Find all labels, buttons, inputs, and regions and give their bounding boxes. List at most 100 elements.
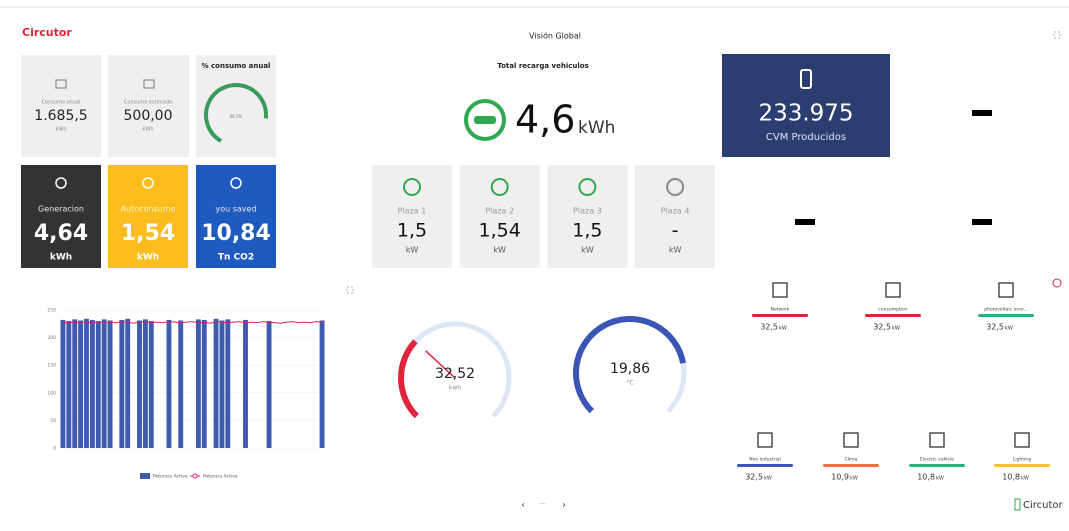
placeholder <box>795 219 815 225</box>
flow-value: 10,8 <box>917 473 935 482</box>
kpi-value: 1,54 <box>121 221 175 246</box>
legend-label: Potencia Activa <box>203 474 238 480</box>
power-chart: 0 50 100 150 200 250 Potencia Activa Potencia A… <box>47 308 325 480</box>
kpi-unit: kWh <box>50 253 72 263</box>
plaza-label: Plaza 4 <box>661 207 690 216</box>
flow-value: 10,8 <box>1002 473 1020 482</box>
legend-swatch <box>140 473 150 479</box>
bar <box>95 321 101 448</box>
flow-bar <box>978 314 1034 317</box>
production-value: 233.975 <box>758 101 853 127</box>
ring-title: % consumo anual <box>202 62 271 70</box>
tile <box>108 55 189 157</box>
y-tick-label: 100 <box>47 390 56 396</box>
bar <box>201 319 207 448</box>
plaza-label: Plaza 1 <box>398 207 427 216</box>
flow-bar <box>737 464 793 467</box>
gauge-arc <box>398 339 419 419</box>
y-tick-label: 50 <box>50 418 56 424</box>
gauge-arc <box>573 316 687 414</box>
flow-unit: kW <box>892 326 900 332</box>
ev-icon <box>490 178 509 196</box>
bar <box>225 319 231 448</box>
ev-icon <box>474 116 496 124</box>
bar <box>142 319 148 448</box>
flow-bar <box>909 464 965 467</box>
tile-label: Consumo anual <box>42 100 81 106</box>
next-page[interactable]: › <box>562 501 566 511</box>
flow-value: 32,5 <box>745 473 763 482</box>
plaza-unit: kW <box>493 246 506 255</box>
placeholder <box>972 110 992 116</box>
expand-icon[interactable] <box>346 286 354 294</box>
kpi-label: Autoconsumo <box>121 205 176 214</box>
pagination-dots[interactable]: ··· <box>540 500 547 508</box>
plaza-value: 1,5 <box>397 220 427 242</box>
bar <box>66 321 72 448</box>
y-tick-label: 200 <box>47 335 56 341</box>
gauge-needle <box>425 350 456 379</box>
flow-value: 10,9 <box>831 473 849 482</box>
gauges: 32,52 kwh 19,86 °C <box>398 316 687 419</box>
flow-label: Network <box>771 307 790 313</box>
flow-icon <box>998 282 1014 298</box>
flow-icon <box>772 282 788 298</box>
bar <box>119 319 125 448</box>
settings-icon[interactable] <box>1052 278 1062 288</box>
flow-icon <box>1014 432 1030 448</box>
kpi-label: Generacion <box>38 205 84 214</box>
placeholder <box>972 219 992 225</box>
bar <box>107 320 113 448</box>
bar <box>243 319 248 448</box>
production-label: CVM Producidos <box>766 132 846 143</box>
plaza-unit: kW <box>406 246 419 255</box>
bar <box>60 319 66 448</box>
bar <box>137 320 142 448</box>
flow-label: Non industrial <box>749 457 780 463</box>
bar <box>213 318 219 448</box>
gauge-unit: kwh <box>449 385 461 392</box>
tile-label: Consumo estimado <box>124 100 172 106</box>
icon <box>142 177 154 189</box>
flow-label: consumption <box>878 307 907 313</box>
flow-unit: kW <box>936 476 944 482</box>
tile-unit: kWh <box>142 127 153 133</box>
bar <box>266 321 272 448</box>
expand-icon[interactable] <box>1053 31 1061 39</box>
plaza-tile <box>459 165 540 268</box>
flow-unit: kW <box>1005 326 1013 332</box>
ev-icon <box>464 99 506 141</box>
kpi-label: you saved <box>215 205 256 214</box>
y-tick-label: 0 <box>53 446 56 452</box>
flow-value: 32,5 <box>986 323 1004 332</box>
plaza-value: - <box>672 220 679 242</box>
plaza-tile <box>547 165 628 268</box>
flow-bar <box>752 314 808 317</box>
y-tick-label: 250 <box>47 308 56 314</box>
icon <box>55 79 67 89</box>
kpi-value: 4,64 <box>34 221 88 246</box>
production-tile <box>722 54 890 157</box>
flow-icon <box>757 432 773 448</box>
bar <box>319 320 325 448</box>
bar <box>178 320 184 448</box>
tile-value: 1.685,5 <box>34 108 87 124</box>
tile-value: 500,00 <box>124 108 173 124</box>
bar <box>72 319 78 448</box>
plaza-label: Plaza 2 <box>485 207 514 216</box>
plaza-tiles: Plaza 1 1,5 kW Plaza 2 1,54 kW Plaza 3 1,5 kW Pla… <box>372 165 716 268</box>
flow-bar <box>823 464 879 467</box>
ring-label: 68,5% <box>230 114 243 119</box>
bar <box>148 321 154 448</box>
tile <box>21 55 101 157</box>
prev-page[interactable]: ‹ <box>521 501 525 511</box>
charging-title: Total recarga vehiculos <box>497 62 588 70</box>
tile-unit: kWh <box>55 127 66 133</box>
icon <box>143 79 155 89</box>
gauge-value: 32,52 <box>435 366 475 382</box>
flow-unit: kW <box>779 326 787 332</box>
kpi-value: 10,84 <box>201 221 271 246</box>
